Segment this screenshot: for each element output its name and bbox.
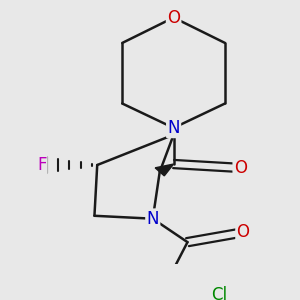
- Text: O: O: [167, 9, 180, 27]
- Text: N: N: [167, 119, 180, 137]
- Text: O: O: [234, 159, 247, 177]
- Text: F: F: [37, 156, 46, 174]
- Text: Cl: Cl: [212, 286, 227, 300]
- Polygon shape: [155, 164, 174, 176]
- Text: O: O: [237, 224, 250, 242]
- Text: N: N: [146, 210, 159, 228]
